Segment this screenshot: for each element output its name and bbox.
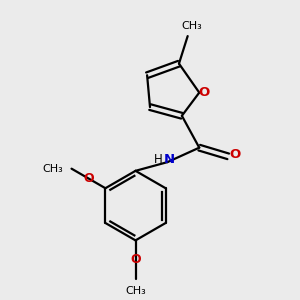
Text: CH₃: CH₃: [42, 164, 63, 174]
Text: O: O: [130, 253, 141, 266]
Text: O: O: [229, 148, 240, 161]
Text: H: H: [154, 153, 163, 166]
Text: O: O: [84, 172, 94, 185]
Text: N: N: [163, 153, 174, 166]
Text: O: O: [199, 86, 210, 99]
Text: CH₃: CH₃: [125, 286, 146, 296]
Text: CH₃: CH₃: [182, 21, 203, 31]
